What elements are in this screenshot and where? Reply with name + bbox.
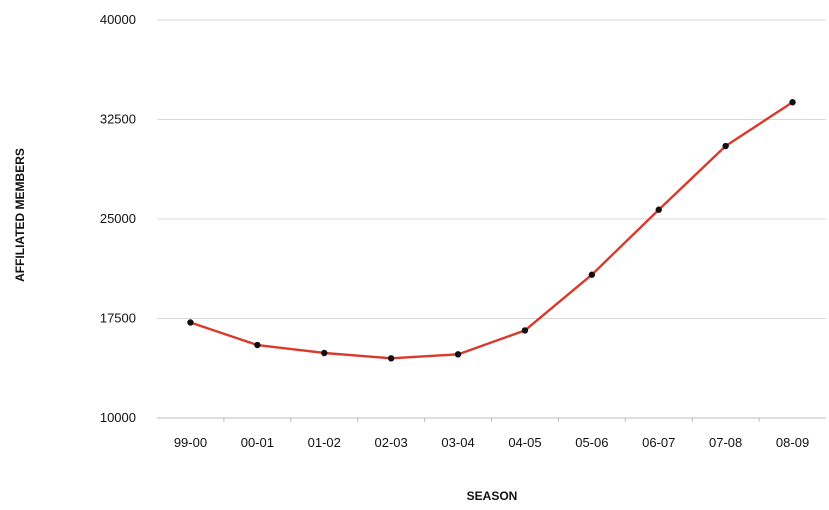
data-point <box>321 349 328 357</box>
y-tick-label: 25000 <box>100 211 136 226</box>
data-point <box>254 341 261 349</box>
series-line <box>189 101 794 360</box>
y-tick-label: 40000 <box>100 12 136 27</box>
x-tick-label: 06-07 <box>642 435 675 450</box>
y-axis-title: AFFILIATED MEMBERS <box>13 148 27 282</box>
data-point <box>722 142 729 150</box>
x-tick-label: 07-08 <box>709 435 742 450</box>
data-point <box>454 351 462 358</box>
x-axis-title: SEASON <box>467 489 518 503</box>
data-point <box>655 206 662 213</box>
x-tick-label: 02-03 <box>375 435 408 450</box>
y-tick-label: 32500 <box>100 112 136 127</box>
x-tick-label: 99-00 <box>174 435 207 450</box>
y-tick-label: 17500 <box>100 311 136 326</box>
data-point <box>588 271 596 278</box>
axes <box>157 417 826 422</box>
x-tick-label: 01-02 <box>308 435 341 450</box>
x-tick-label: 03-04 <box>441 435 474 450</box>
series-layer <box>187 99 796 362</box>
tick-labels: 10000 17500 25000 32500 40000 99-00 00-01 01-02… <box>100 12 809 450</box>
x-tick-label: 08-09 <box>776 435 809 450</box>
data-point <box>187 319 194 326</box>
x-tick-label: 00-01 <box>241 435 274 450</box>
y-tick-label: 10000 <box>100 410 136 425</box>
x-tick-label: 04-05 <box>508 435 541 450</box>
gridlines <box>157 19 826 319</box>
x-tick-label: 05-06 <box>575 435 608 450</box>
data-point <box>789 99 796 106</box>
data-point <box>387 355 395 362</box>
data-point <box>521 327 529 334</box>
